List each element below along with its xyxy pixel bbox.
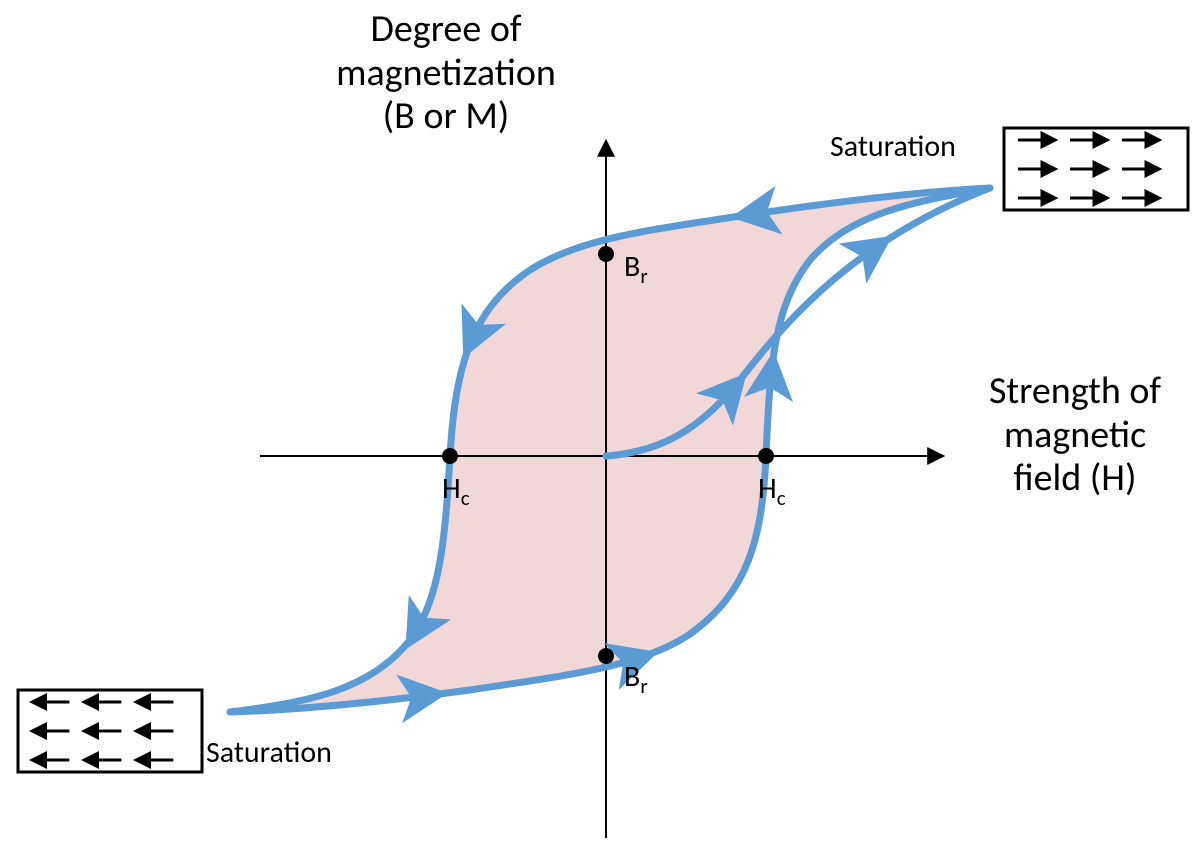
y-axis-title: Degree ofmagnetization(B or M) — [296, 8, 596, 139]
domain-box-saturation-negative — [18, 690, 202, 772]
saturation-label-bottom: Saturation — [206, 734, 332, 771]
hysteresis-loop-fill — [230, 188, 990, 712]
label-Hc-left: Hc — [442, 470, 470, 511]
saturation-label-top: Saturation — [830, 128, 956, 165]
label-Br-top: Br — [624, 248, 648, 289]
label-Br-bottom: Br — [624, 658, 648, 699]
label-Hc-right: Hc — [758, 470, 786, 511]
x-axis-title: Strength ofmagneticfield (H) — [960, 370, 1190, 501]
domain-box-saturation-positive — [1004, 128, 1188, 210]
